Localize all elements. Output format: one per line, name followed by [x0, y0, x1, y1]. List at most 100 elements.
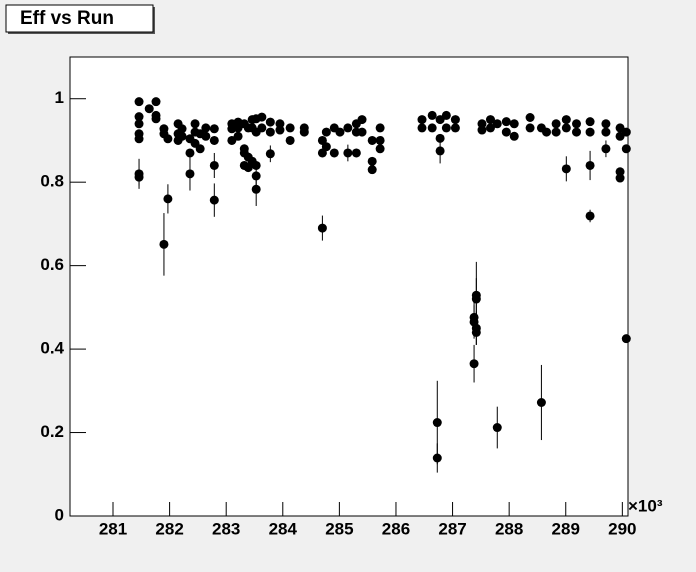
point [335, 127, 345, 137]
point [471, 294, 481, 304]
point [572, 127, 582, 137]
point [321, 142, 331, 152]
x-multiplier: ×10³ [628, 496, 663, 515]
y-tick-label: 1 [55, 88, 64, 107]
y-tick-label: 0 [55, 505, 64, 524]
point [275, 125, 285, 135]
point [185, 148, 195, 158]
point [134, 172, 144, 182]
point [551, 127, 561, 137]
point [585, 117, 595, 127]
point [615, 167, 625, 177]
point [201, 131, 211, 141]
point [209, 124, 219, 134]
point [601, 144, 611, 154]
point [257, 123, 267, 133]
point [209, 135, 219, 145]
point [163, 194, 173, 204]
point [469, 359, 479, 369]
point [275, 119, 285, 129]
point [134, 97, 144, 107]
point [417, 123, 427, 133]
point [561, 123, 571, 133]
point [585, 127, 595, 137]
point [375, 144, 385, 154]
point [615, 173, 625, 183]
point [321, 127, 331, 137]
point [585, 160, 595, 170]
point [285, 123, 295, 133]
point [343, 123, 353, 133]
point [144, 104, 154, 114]
y-tick-label: 0.6 [40, 255, 64, 274]
point [134, 112, 144, 122]
x-tick-label: 289 [552, 519, 580, 538]
point [427, 110, 437, 120]
point [572, 119, 582, 129]
point [357, 115, 367, 125]
point [209, 160, 219, 170]
point [177, 124, 187, 134]
point [367, 156, 377, 166]
point [485, 123, 495, 133]
point [201, 123, 211, 133]
point [177, 131, 187, 141]
point [195, 144, 205, 154]
x-tick-label: 283 [212, 519, 240, 538]
point [357, 127, 367, 137]
point [485, 115, 495, 125]
title-box [5, 4, 154, 33]
point [185, 169, 195, 179]
x-tick-label: 287 [438, 519, 466, 538]
x-tick-label: 288 [495, 519, 523, 538]
x-tick-label: 281 [99, 519, 127, 538]
point [501, 117, 511, 127]
point [367, 135, 377, 145]
point [621, 144, 631, 154]
point [477, 125, 487, 135]
point [299, 127, 309, 137]
point [159, 239, 169, 249]
point [435, 146, 445, 156]
point [351, 148, 361, 158]
x-tick-label: 285 [325, 519, 353, 538]
point [375, 135, 385, 145]
chart-title: Eff vs Run [20, 8, 114, 29]
point [190, 119, 200, 129]
point [265, 127, 275, 137]
point [343, 148, 353, 158]
x-tick-label: 286 [382, 519, 410, 538]
point [450, 115, 460, 125]
point [601, 119, 611, 129]
point [233, 131, 243, 141]
point [477, 119, 487, 129]
point [134, 134, 144, 144]
point [492, 423, 502, 433]
point [561, 115, 571, 125]
point [432, 453, 442, 463]
point [257, 112, 267, 122]
point [151, 114, 161, 124]
point [621, 127, 631, 137]
point [471, 327, 481, 337]
point [151, 97, 161, 107]
x-tick-label: 290 [608, 519, 636, 538]
point [427, 123, 437, 133]
y-tick-label: 0.8 [40, 172, 64, 191]
point [509, 119, 519, 129]
point [450, 123, 460, 133]
point [601, 127, 611, 137]
x-tick-label: 282 [155, 519, 183, 538]
point [417, 115, 427, 125]
point [536, 398, 546, 408]
point [209, 195, 219, 205]
x-tick-label: 284 [269, 519, 298, 538]
point [163, 134, 173, 144]
point [441, 123, 451, 133]
point [542, 127, 552, 137]
point [585, 211, 595, 221]
point [492, 119, 502, 129]
point [251, 184, 261, 194]
point [265, 117, 275, 127]
